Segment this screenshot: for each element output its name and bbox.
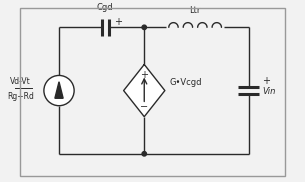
Circle shape bbox=[142, 25, 146, 29]
Text: +: + bbox=[114, 17, 122, 27]
Text: Vd-Vt: Vd-Vt bbox=[10, 77, 31, 86]
Text: G•Vcgd: G•Vcgd bbox=[170, 78, 202, 87]
Text: Vin: Vin bbox=[263, 87, 276, 96]
Text: +: + bbox=[263, 76, 271, 86]
Text: −: − bbox=[140, 102, 148, 112]
Text: +: + bbox=[140, 70, 148, 80]
Circle shape bbox=[142, 152, 146, 156]
Text: Rg+Rd: Rg+Rd bbox=[7, 92, 34, 101]
Text: Cgd: Cgd bbox=[96, 3, 113, 12]
Polygon shape bbox=[124, 64, 165, 117]
Circle shape bbox=[44, 76, 74, 106]
Text: Ltr: Ltr bbox=[189, 6, 201, 15]
Polygon shape bbox=[55, 82, 63, 98]
